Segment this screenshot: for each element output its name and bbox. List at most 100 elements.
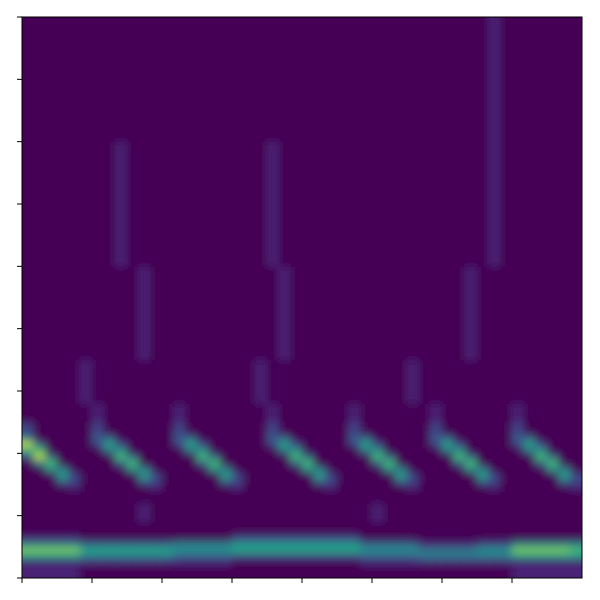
heatmap-cell [418,534,430,541]
heatmap-cell [150,447,162,454]
heatmap-cell [103,472,115,479]
heatmap-cell [45,565,57,578]
heatmap-cell [290,553,302,560]
heatmap-cell [208,484,220,491]
heatmap-cell [488,534,500,541]
heatmap-cell [115,484,127,491]
heatmap-cell [185,441,197,448]
heatmap-cell [92,453,104,460]
heatmap-cell [173,459,185,466]
heatmap-cell [360,540,372,547]
heatmap-cell [162,540,174,547]
heatmap-cell [512,447,524,454]
heatmap-cell [453,540,465,547]
heatmap-cell [278,503,290,522]
heatmap-cell [523,422,535,435]
heatmap-cell [313,503,325,522]
heatmap-cell [395,434,407,441]
heatmap-cell [395,559,407,566]
heatmap-cell [22,466,34,473]
heatmap-cell [477,472,489,479]
heatmap-cell [395,466,407,473]
heatmap-cell [360,478,372,485]
heatmap-cell [418,266,430,360]
heatmap-cell [302,466,314,473]
heatmap-cell [278,453,290,460]
heatmap-cell [337,453,349,460]
heatmap-cell [57,441,69,448]
heatmap-cell [453,422,465,435]
heatmap-cell [255,559,267,566]
heatmap-cell [360,472,372,479]
heatmap-cell [302,503,314,522]
heatmap-cell [570,441,582,448]
heatmap-cell [535,422,547,435]
heatmap-cell [138,478,150,485]
heatmap-cell [115,522,127,535]
heatmap-cell [372,141,384,266]
heatmap-cell [512,360,524,404]
heatmap-cell [523,360,535,404]
heatmap-cell [197,559,209,566]
heatmap-cell [68,490,80,503]
heatmap-cell [430,459,442,466]
heatmap-cell [138,484,150,491]
heatmap-cell [430,441,442,448]
heatmap-cell [313,141,325,266]
heatmap-cell [547,484,559,491]
heatmap-cell [337,490,349,503]
heatmap-cell [477,422,489,435]
heatmap-cell [267,441,279,448]
heatmap-cell [197,360,209,404]
heatmap-cell [185,553,197,560]
heatmap-cell [232,484,244,491]
heatmap-cell [45,503,57,522]
heatmap-cell [290,466,302,473]
heatmap-cell [173,441,185,448]
heatmap-cell [372,503,384,522]
heatmap-cell [313,534,325,541]
heatmap-cell [418,547,430,554]
heatmap-cell [255,403,267,422]
y-tick [17,578,22,579]
heatmap-cell [407,534,419,541]
heatmap-cell [407,447,419,454]
heatmap-cell [45,553,57,560]
heatmap-cell [68,403,80,422]
heatmap-cell [512,478,524,485]
heatmap-cell [150,453,162,460]
heatmap-cell [535,534,547,541]
heatmap-cell [407,466,419,473]
heatmap-cell [477,141,489,266]
heatmap-cell [267,360,279,404]
heatmap-cell [45,484,57,491]
heatmap-cell [22,434,34,441]
heatmap-cell [103,17,115,142]
heatmap-cell [220,534,232,541]
heatmap-cell [395,441,407,448]
heatmap-cell [232,534,244,541]
heatmap-cell [313,434,325,441]
heatmap-cell [150,441,162,448]
heatmap-cell [103,503,115,522]
heatmap-cell [45,447,57,454]
heatmap-cell [57,490,69,503]
heatmap-cell [418,553,430,560]
heatmap-cell [255,503,267,522]
heatmap-cell [162,559,174,566]
heatmap-cell [570,490,582,503]
heatmap-cell [570,503,582,522]
heatmap-cell [407,453,419,460]
heatmap-cell [453,266,465,360]
heatmap-cell [477,360,489,404]
heatmap-cell [208,534,220,541]
heatmap-cell [453,459,465,466]
heatmap-cell [453,534,465,541]
heatmap-cell [348,484,360,491]
heatmap-cell [570,522,582,535]
heatmap-cell [197,141,209,266]
heatmap-cell [185,534,197,541]
heatmap-cell [430,534,442,541]
heatmap-cell [197,466,209,473]
heatmap-cell [162,547,174,554]
